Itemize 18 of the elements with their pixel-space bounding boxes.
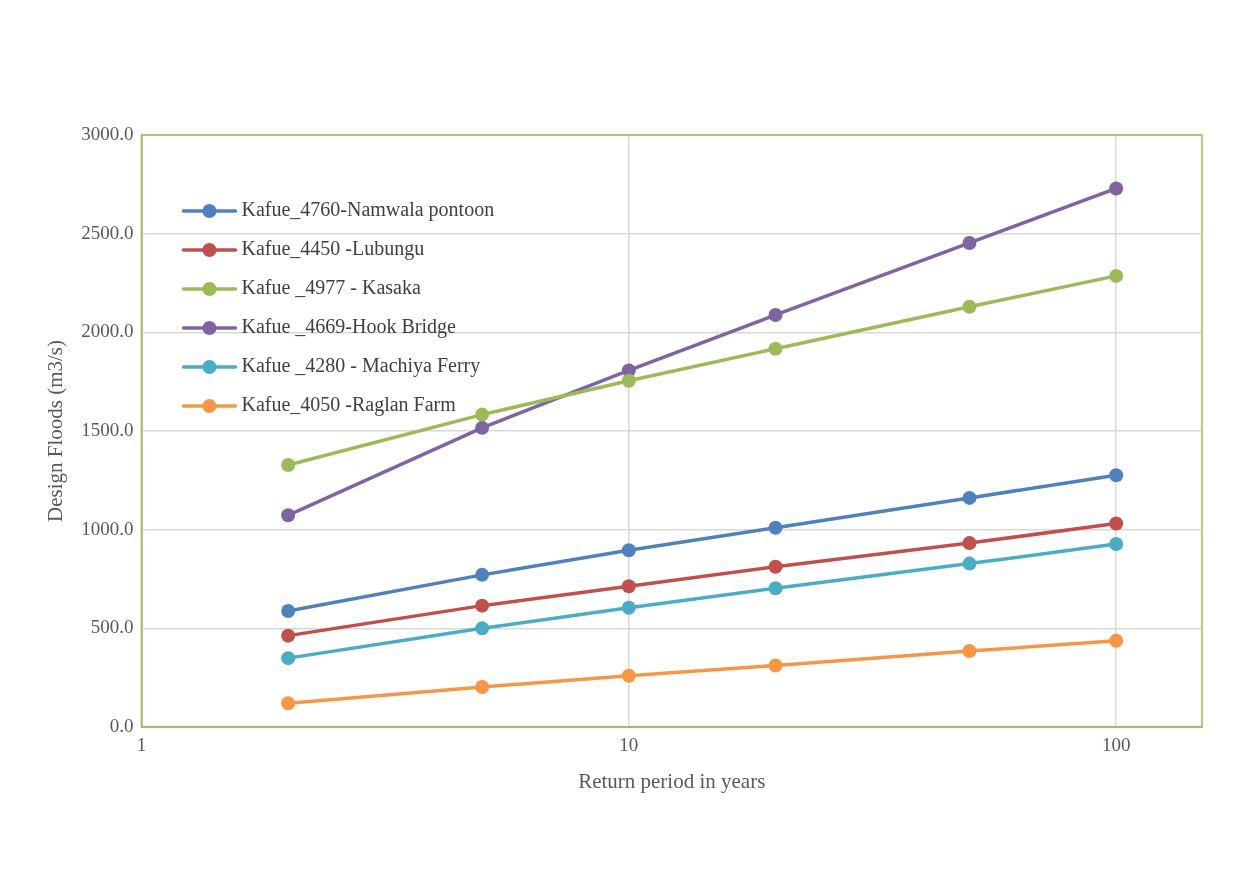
y-tick-label: 2500.0: [81, 221, 134, 243]
legend-label: Kafue _4669-Hook Bridge: [241, 315, 456, 339]
x-tick-label: 10: [619, 734, 639, 756]
y-axis-title: Design Floods (m3/s): [43, 339, 68, 523]
legend-label: Kafue_4760-Namwala pontoon: [241, 198, 495, 222]
legend-label: Kafue_4050 -Raglan Farm: [241, 393, 457, 417]
legend-label: Kafue_4450 -Lubungu: [241, 237, 425, 261]
y-tick-label: 3000.0: [81, 122, 134, 144]
legend-label: Kafue _4280 - Machiya Ferry: [241, 354, 481, 378]
y-tick-label: 500.0: [90, 616, 134, 638]
x-tick-label: 1: [136, 734, 147, 756]
y-tick-label: 2000.0: [81, 320, 134, 342]
x-tick-label: 100: [1101, 734, 1131, 756]
legend-label: Kafue _4977 - Kasaka: [241, 276, 421, 299]
y-tick-label: 1000.0: [81, 517, 134, 539]
y-tick-label: 0.0: [109, 714, 134, 736]
x-axis-title: Return period in years: [578, 768, 766, 793]
y-tick-label: 1500.0: [81, 418, 134, 440]
